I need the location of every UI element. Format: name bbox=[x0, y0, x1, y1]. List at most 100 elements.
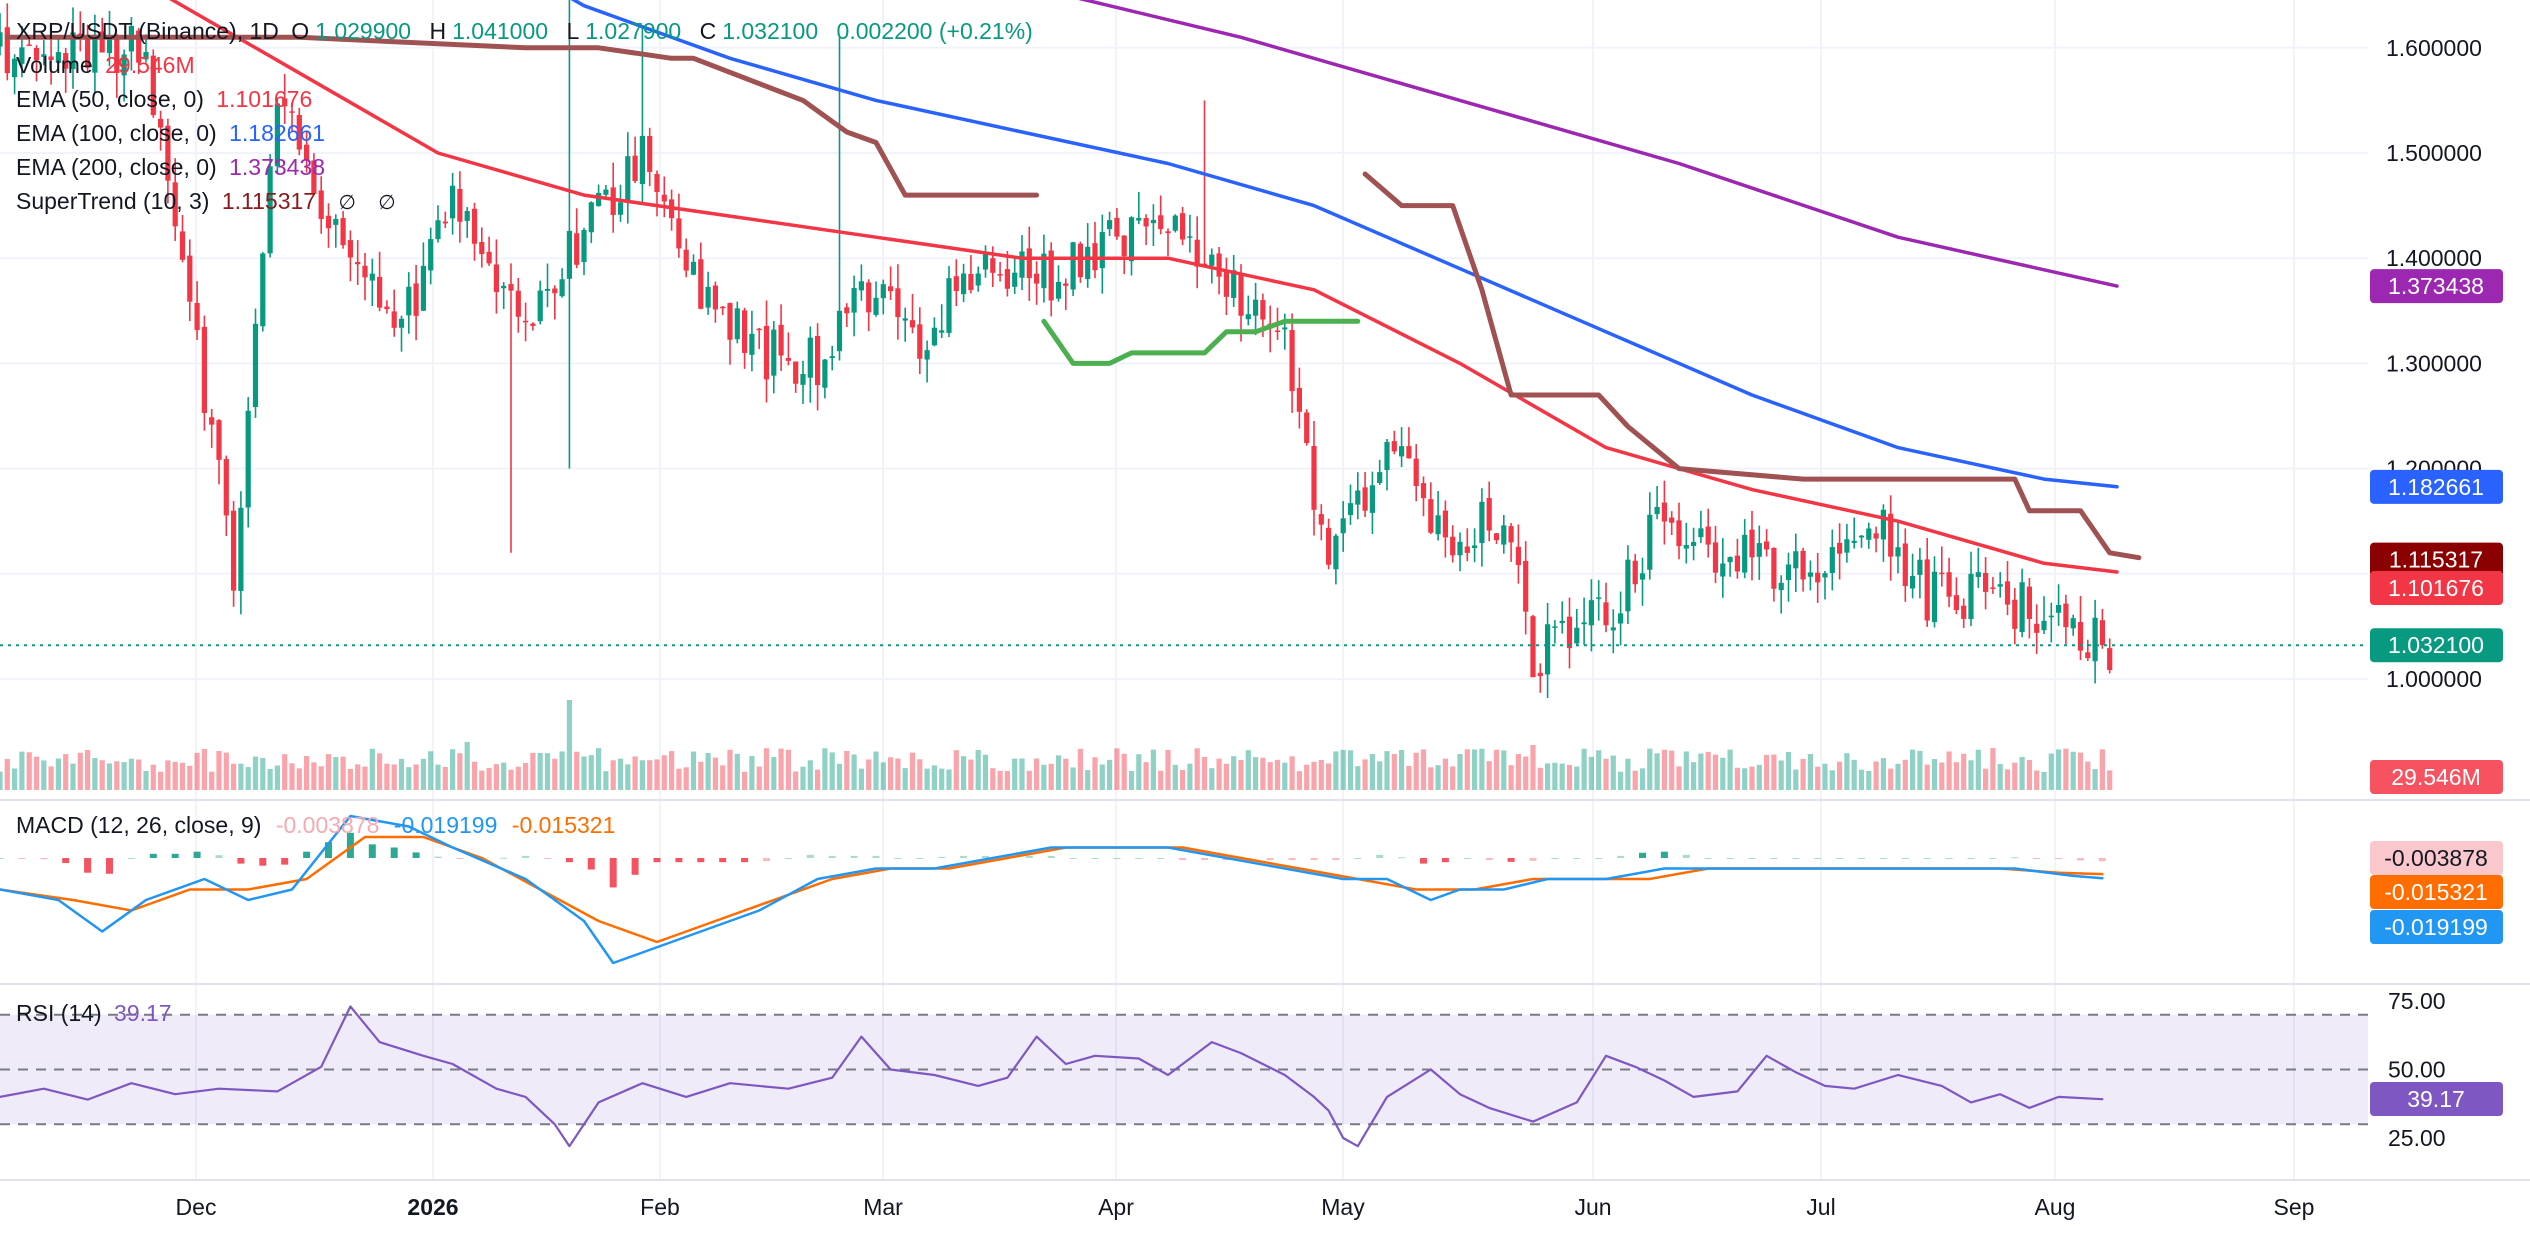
candle-body bbox=[143, 51, 149, 60]
candle-body bbox=[1238, 273, 1244, 316]
macd-hist-bar bbox=[1879, 858, 1887, 859]
volume-bar bbox=[1377, 761, 1383, 790]
candle-body bbox=[1223, 271, 1229, 297]
volume-bar bbox=[1946, 751, 1952, 790]
candle-body bbox=[1326, 527, 1332, 565]
volume-bar bbox=[1150, 749, 1156, 790]
candle-body bbox=[282, 98, 288, 107]
candle-body bbox=[1121, 235, 1127, 257]
volume-bar bbox=[603, 771, 609, 790]
volume-bar bbox=[413, 764, 419, 790]
legend-ema50[interactable]: EMA (50, close, 0) 1.101676 bbox=[16, 82, 1039, 116]
volume-bar bbox=[690, 751, 697, 790]
candle-body bbox=[1574, 627, 1580, 644]
candle-body bbox=[1639, 573, 1646, 580]
candle-body bbox=[975, 273, 981, 286]
supertrend-glyph-2[interactable]: ∅ bbox=[378, 192, 396, 214]
candle-body bbox=[1815, 572, 1821, 583]
legend-volume[interactable]: Volume 29.546M bbox=[16, 48, 1039, 82]
volume-bar bbox=[201, 749, 207, 790]
macd-hist-bar bbox=[982, 855, 989, 858]
macd-legend[interactable]: MACD (12, 26, close, 9) -0.003878 -0.019… bbox=[16, 812, 615, 839]
candle-body bbox=[1530, 616, 1536, 678]
ema100-badge-bg bbox=[2370, 469, 2503, 504]
ema50-badge-bg bbox=[2370, 571, 2503, 606]
legend-ema200[interactable]: EMA (200, close, 0) 1.373438 bbox=[16, 150, 1039, 184]
legend-ema100[interactable]: EMA (100, close, 0) 1.182661 bbox=[16, 116, 1039, 150]
legend-supertrend[interactable]: SuperTrend (10, 3) 1.115317 ∅ ∅ bbox=[16, 184, 1039, 220]
volume-bar bbox=[596, 748, 602, 790]
candle-body bbox=[1304, 412, 1310, 444]
macd-hist-bar bbox=[1047, 855, 1055, 858]
ema100-line bbox=[570, 0, 2119, 489]
macd-line bbox=[0, 814, 2104, 965]
ema50-label: EMA (50, close, 0) bbox=[16, 86, 204, 112]
candle-body bbox=[566, 230, 572, 279]
candle-body bbox=[1727, 557, 1733, 563]
rsi-label: RSI (14) bbox=[16, 1000, 102, 1026]
macd-hist-bar bbox=[2011, 857, 2019, 859]
candle-body bbox=[1253, 299, 1259, 316]
candle-body bbox=[1333, 535, 1339, 570]
candle-body bbox=[1749, 529, 1755, 558]
candle-body bbox=[530, 323, 536, 326]
volume-bar bbox=[1048, 763, 1054, 790]
volume-bar bbox=[158, 771, 164, 790]
volume-bar bbox=[442, 766, 448, 790]
volume-bar bbox=[530, 752, 536, 790]
volume-bar bbox=[1479, 748, 1485, 790]
candle-body bbox=[41, 54, 47, 57]
macd-hist-bar bbox=[1770, 858, 1778, 859]
volume-bar bbox=[902, 768, 908, 790]
candle-body bbox=[742, 310, 748, 353]
volume-bar bbox=[55, 758, 61, 790]
volume-bar bbox=[12, 768, 18, 790]
candle-body bbox=[617, 202, 624, 215]
macd-hist-bar bbox=[1201, 858, 1208, 861]
candle-body bbox=[822, 359, 828, 388]
candle-body bbox=[1939, 572, 1945, 575]
volume-bar bbox=[384, 763, 390, 790]
volume-bar bbox=[0, 771, 3, 790]
volume-bar bbox=[1085, 770, 1091, 790]
volume-bar bbox=[1734, 767, 1740, 790]
volume-bar bbox=[1924, 764, 1930, 790]
macd-hist-bar bbox=[1398, 857, 1406, 859]
price-tick-label: 1.000000 bbox=[2386, 666, 2482, 692]
candle-body bbox=[515, 290, 521, 317]
macd-hist-bar bbox=[1135, 858, 1143, 859]
candle-body bbox=[1384, 441, 1390, 471]
time-tick-label: Jul bbox=[1806, 1194, 1835, 1220]
candle-body bbox=[19, 47, 25, 64]
volume-bar bbox=[1318, 759, 1324, 790]
volume-bar bbox=[909, 752, 916, 790]
supertrend-glyph-1[interactable]: ∅ bbox=[338, 192, 356, 214]
volume-bar bbox=[515, 766, 521, 790]
rsi-legend[interactable]: RSI (14) 39.17 bbox=[16, 1000, 172, 1027]
volume-bar bbox=[1289, 756, 1295, 790]
volume-bar bbox=[1545, 763, 1551, 790]
volume-bar bbox=[267, 768, 273, 790]
candle-body bbox=[1048, 250, 1054, 301]
candle-body bbox=[216, 420, 222, 460]
last-price-badge: 1.032100 bbox=[2388, 632, 2484, 658]
volume-bar bbox=[1654, 753, 1660, 790]
candle-body bbox=[223, 459, 229, 516]
time-tick-label: Aug bbox=[2035, 1194, 2076, 1220]
volume-bar bbox=[639, 760, 645, 790]
macd-hist-bar bbox=[237, 858, 245, 864]
macd-hist-bar bbox=[1157, 858, 1165, 859]
volume-bar bbox=[106, 763, 113, 790]
candle-body bbox=[1734, 555, 1740, 572]
candle-body bbox=[1610, 627, 1616, 631]
volume-bar bbox=[953, 750, 959, 790]
candle-body bbox=[1866, 528, 1872, 540]
price-tick-label: 1.400000 bbox=[2386, 245, 2482, 271]
candle-body bbox=[939, 330, 945, 333]
ema200-label: EMA (200, close, 0) bbox=[16, 154, 217, 180]
volume-bar bbox=[1231, 756, 1237, 790]
candle-body bbox=[537, 290, 543, 322]
rsi-badge: 39.17 bbox=[2407, 1086, 2465, 1112]
rsi-line bbox=[0, 1005, 2104, 1148]
